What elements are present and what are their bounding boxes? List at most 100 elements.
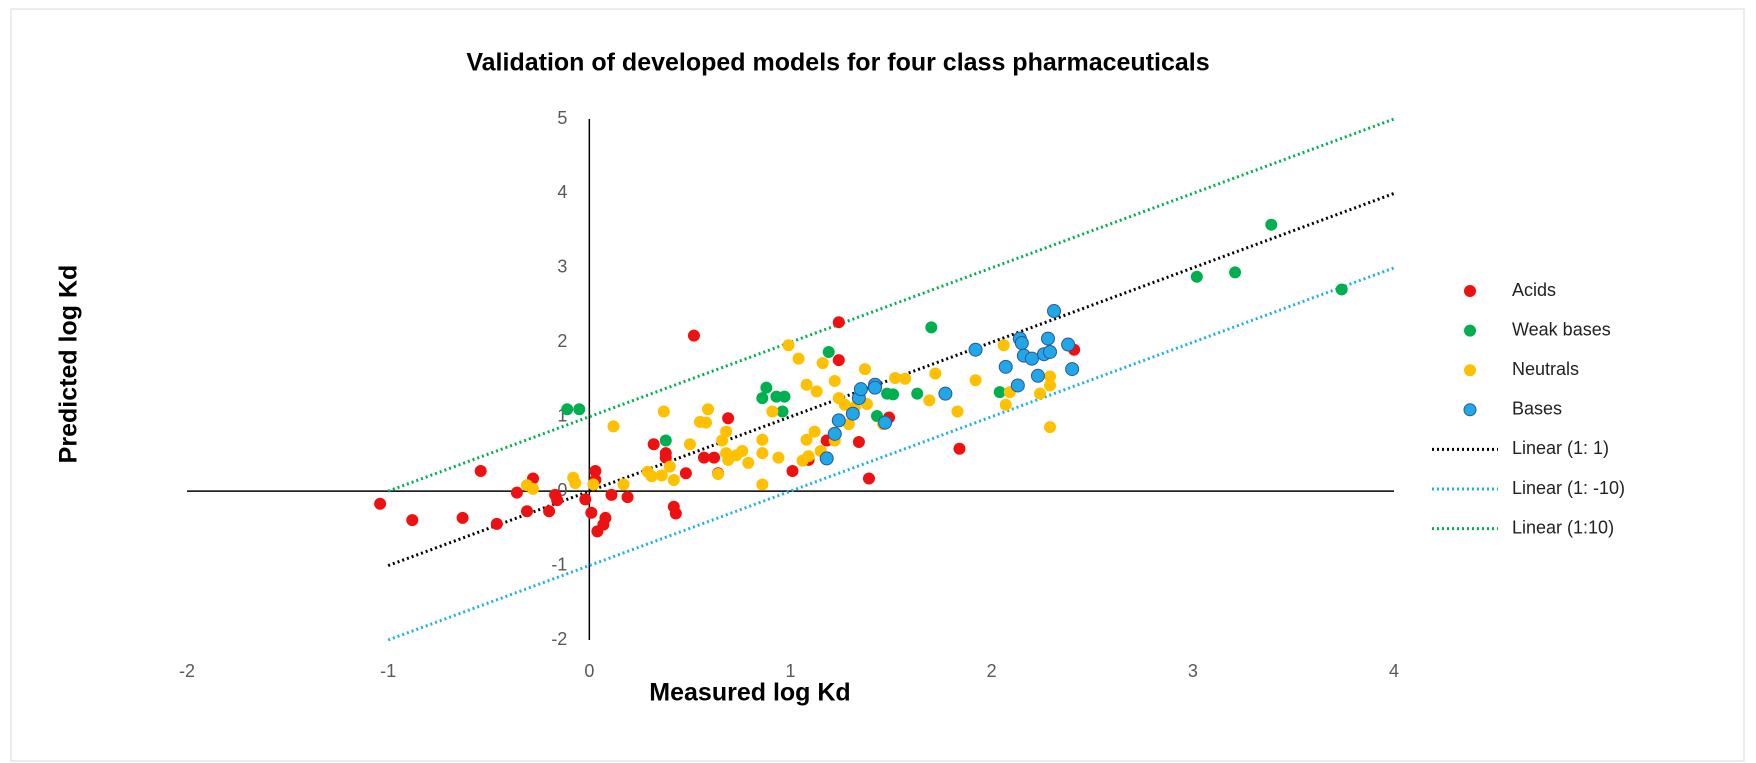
scatter-point [406, 514, 419, 527]
scatter-point [543, 505, 556, 518]
legend-marker [1464, 285, 1476, 297]
y-tick-label: 0 [557, 480, 567, 500]
scatter-point [722, 412, 735, 425]
scatter-point [878, 415, 893, 430]
scatter-point [663, 460, 676, 473]
scatter-point [845, 406, 860, 421]
scatter-point [679, 467, 692, 480]
scatter-point [782, 339, 795, 352]
legend-marker [1463, 403, 1477, 417]
scatter-point [655, 469, 668, 482]
scatter-point [831, 413, 846, 428]
legend-label: Acids [1512, 280, 1556, 300]
legend-label: Linear (1:10) [1512, 517, 1614, 537]
scatter-point [1043, 344, 1058, 359]
fit-line [387, 266, 1395, 642]
scatter-point [1065, 362, 1080, 377]
scatter-point [736, 444, 749, 457]
scatter-point [968, 342, 983, 357]
scatter-point [700, 416, 713, 429]
x-tick-label: -2 [179, 661, 195, 681]
scatter-point [911, 387, 924, 400]
scatter-point [621, 491, 634, 504]
legend-label: Neutrals [1512, 359, 1579, 379]
fit-line [387, 117, 1395, 493]
scatter-point [816, 357, 829, 370]
scatter-point [659, 434, 672, 447]
scatter-point [667, 473, 680, 486]
scatter-point [607, 420, 620, 433]
y-tick-label: 5 [557, 108, 567, 128]
scatter-point [808, 425, 821, 438]
scatter-point [1030, 368, 1045, 383]
scatter-point [800, 378, 813, 391]
x-tick-label: 2 [987, 661, 997, 681]
scatter-point [490, 517, 503, 530]
scatter-point [1265, 218, 1278, 231]
scatter-point [520, 505, 533, 518]
scatter-point [969, 374, 982, 387]
scatter-point [925, 321, 938, 334]
scatter-point [862, 472, 875, 485]
x-tick-label: 4 [1389, 661, 1399, 681]
scatter-point [716, 434, 729, 447]
chart-title: Validation of developed models for four … [466, 49, 1209, 77]
scatter-point [569, 476, 582, 489]
scatter-point [551, 494, 564, 507]
y-tick-label: 3 [557, 257, 567, 277]
scatter-point [587, 478, 600, 491]
scatter-point [819, 451, 834, 466]
scatter-point [657, 405, 670, 418]
y-tick-label: -2 [551, 629, 567, 649]
scatter-point [1014, 336, 1029, 351]
scatter-point [802, 450, 815, 463]
x-tick-label: 3 [1188, 661, 1198, 681]
scatter-point [599, 511, 612, 524]
scatter-point [561, 403, 574, 416]
scatter-point [474, 465, 487, 478]
legend-label: Linear (1: 1) [1512, 438, 1609, 458]
scatter-point [800, 433, 813, 446]
scatter-point [1047, 304, 1062, 319]
scatter-point [702, 403, 715, 416]
scatter-point [510, 486, 523, 499]
legend-marker [1464, 364, 1476, 377]
x-tick-label: 0 [584, 661, 594, 681]
scatter-point [1044, 379, 1057, 392]
scatter-point [605, 488, 618, 501]
scatter-point [827, 426, 842, 441]
scatter-point [887, 388, 900, 401]
legend-marker [1464, 324, 1476, 337]
scatter-point [683, 438, 696, 451]
scatter-point [953, 442, 966, 455]
scatter-point [573, 403, 586, 416]
scatter-point [647, 438, 660, 451]
scatter-point [838, 398, 851, 411]
scatter-point [858, 363, 871, 376]
scatter-point [993, 386, 1006, 399]
legend-label: Weak bases [1512, 319, 1611, 339]
scatter-point [998, 359, 1013, 374]
scatter-point [1061, 337, 1076, 352]
scatter-point [852, 436, 865, 449]
scatter-point [778, 390, 791, 403]
scatter-point [742, 456, 755, 469]
scatter-point [697, 451, 710, 464]
scatter-point [842, 418, 855, 431]
scatter-point [760, 381, 773, 394]
scatter-point [766, 405, 779, 418]
scatter-point [810, 385, 823, 398]
scatter-point [997, 339, 1010, 352]
scatter-point [999, 398, 1012, 411]
scatter-point [1229, 266, 1242, 279]
scatter-point [1010, 378, 1025, 393]
scatter-point [456, 511, 469, 524]
scatter-point [687, 329, 700, 342]
scatter-point [720, 425, 733, 438]
scatter-point [792, 352, 805, 365]
legend-label: Linear (1: -10) [1512, 478, 1625, 498]
scatter-point [923, 394, 936, 407]
scatter-point [1024, 351, 1039, 366]
scatter-point [772, 451, 785, 464]
